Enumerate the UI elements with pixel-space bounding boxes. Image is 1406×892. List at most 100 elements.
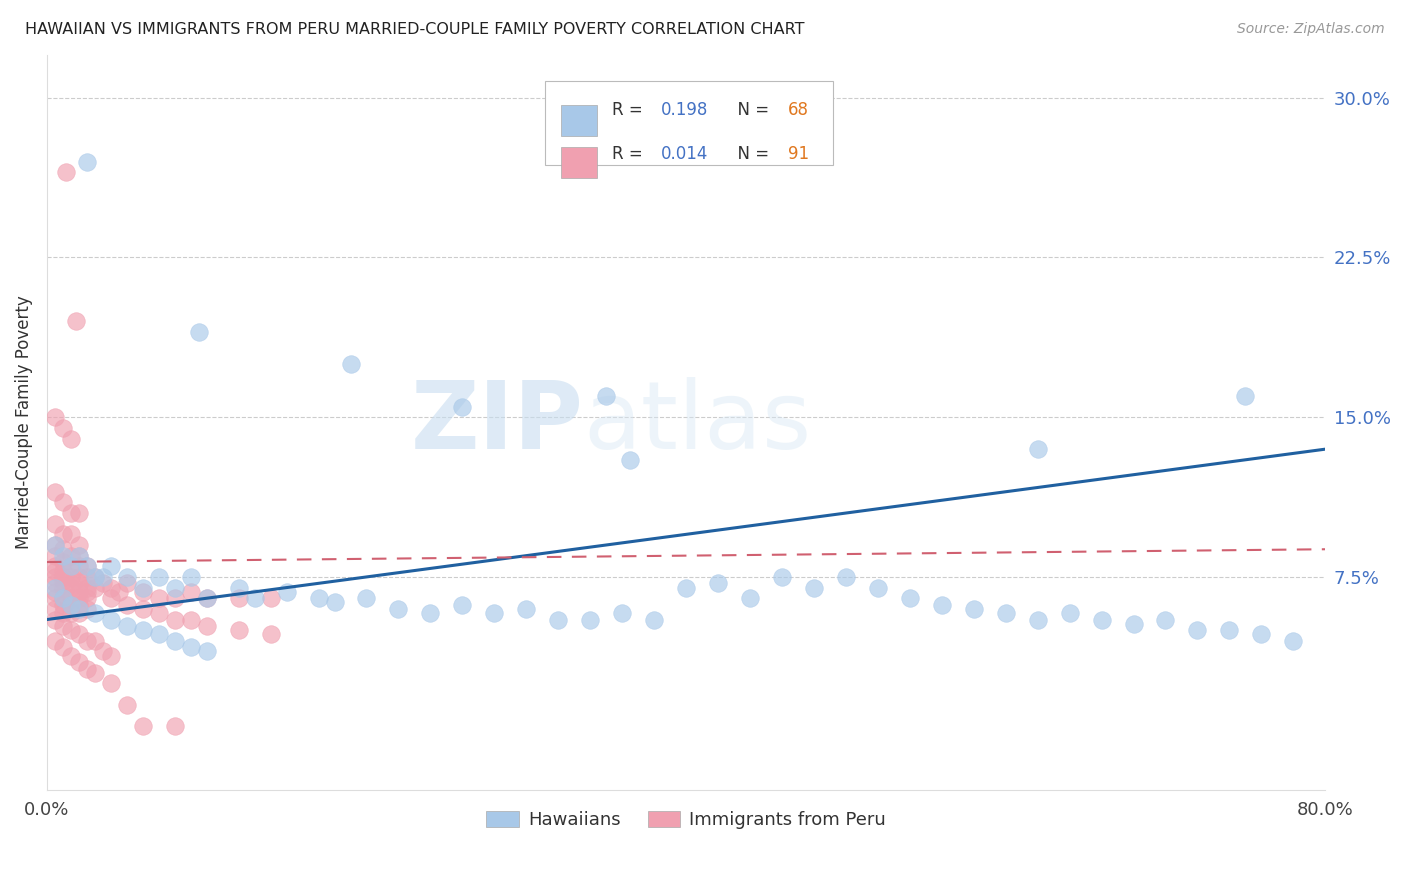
Text: HAWAIIAN VS IMMIGRANTS FROM PERU MARRIED-COUPLE FAMILY POVERTY CORRELATION CHART: HAWAIIAN VS IMMIGRANTS FROM PERU MARRIED…	[25, 22, 804, 37]
Point	[180, 570, 202, 584]
Point	[44, 559, 66, 574]
Point	[738, 591, 761, 606]
Point	[132, 719, 155, 733]
Point	[132, 602, 155, 616]
Point	[52, 542, 75, 557]
Point	[91, 644, 114, 658]
Point	[484, 606, 506, 620]
Point	[55, 165, 77, 179]
Point	[243, 591, 266, 606]
Text: 0.198: 0.198	[661, 102, 707, 120]
Point	[44, 570, 66, 584]
Point	[1250, 627, 1272, 641]
FancyBboxPatch shape	[561, 105, 596, 136]
Text: 68: 68	[789, 102, 810, 120]
Point	[76, 633, 98, 648]
Point	[52, 570, 75, 584]
Point	[67, 585, 90, 599]
Point	[547, 613, 569, 627]
Point	[44, 576, 66, 591]
Point	[83, 633, 105, 648]
Point	[76, 581, 98, 595]
Point	[44, 602, 66, 616]
Point	[44, 585, 66, 599]
Point	[52, 574, 75, 589]
Point	[115, 576, 138, 591]
Point	[59, 581, 82, 595]
Point	[44, 538, 66, 552]
Point	[707, 576, 730, 591]
Point	[323, 595, 346, 609]
Point	[59, 527, 82, 541]
Point	[76, 585, 98, 599]
Point	[1187, 623, 1209, 637]
Point	[115, 570, 138, 584]
Point	[419, 606, 441, 620]
Point	[59, 598, 82, 612]
Point	[898, 591, 921, 606]
Point	[59, 559, 82, 574]
Point	[76, 570, 98, 584]
Point	[44, 613, 66, 627]
Text: 0.014: 0.014	[661, 145, 707, 163]
Point	[52, 598, 75, 612]
Point	[195, 591, 218, 606]
Point	[44, 564, 66, 578]
Point	[259, 627, 281, 641]
Text: R =: R =	[612, 145, 648, 163]
Point	[228, 623, 250, 637]
Point	[100, 591, 122, 606]
Point	[187, 325, 209, 339]
Point	[44, 516, 66, 531]
FancyBboxPatch shape	[546, 81, 834, 165]
Point	[67, 598, 90, 612]
Point	[83, 665, 105, 680]
Point	[52, 606, 75, 620]
Point	[451, 598, 474, 612]
Point	[595, 389, 617, 403]
Point	[52, 591, 75, 606]
Point	[52, 495, 75, 509]
Point	[44, 581, 66, 595]
Point	[115, 619, 138, 633]
Point	[83, 570, 105, 584]
Point	[83, 606, 105, 620]
Point	[76, 154, 98, 169]
Point	[44, 591, 66, 606]
Point	[59, 576, 82, 591]
Point	[994, 606, 1017, 620]
Point	[276, 585, 298, 599]
Point	[132, 581, 155, 595]
Point	[52, 555, 75, 569]
Point	[770, 570, 793, 584]
Point	[59, 432, 82, 446]
Point	[115, 598, 138, 612]
Text: N =: N =	[727, 102, 775, 120]
Point	[180, 640, 202, 655]
Point	[67, 655, 90, 669]
Point	[579, 613, 602, 627]
Point	[67, 591, 90, 606]
Point	[1059, 606, 1081, 620]
Point	[59, 606, 82, 620]
Point	[228, 591, 250, 606]
Point	[675, 581, 697, 595]
Point	[100, 581, 122, 595]
Point	[163, 613, 186, 627]
Point	[115, 698, 138, 712]
Point	[356, 591, 378, 606]
Point	[67, 627, 90, 641]
Point	[44, 410, 66, 425]
Text: 91: 91	[789, 145, 810, 163]
FancyBboxPatch shape	[561, 147, 596, 178]
Point	[76, 559, 98, 574]
Text: ZIP: ZIP	[411, 376, 583, 468]
Point	[83, 570, 105, 584]
Point	[44, 484, 66, 499]
Point	[65, 314, 87, 328]
Point	[451, 400, 474, 414]
Text: R =: R =	[612, 102, 648, 120]
Point	[91, 576, 114, 591]
Text: atlas: atlas	[583, 376, 813, 468]
Point	[67, 549, 90, 563]
